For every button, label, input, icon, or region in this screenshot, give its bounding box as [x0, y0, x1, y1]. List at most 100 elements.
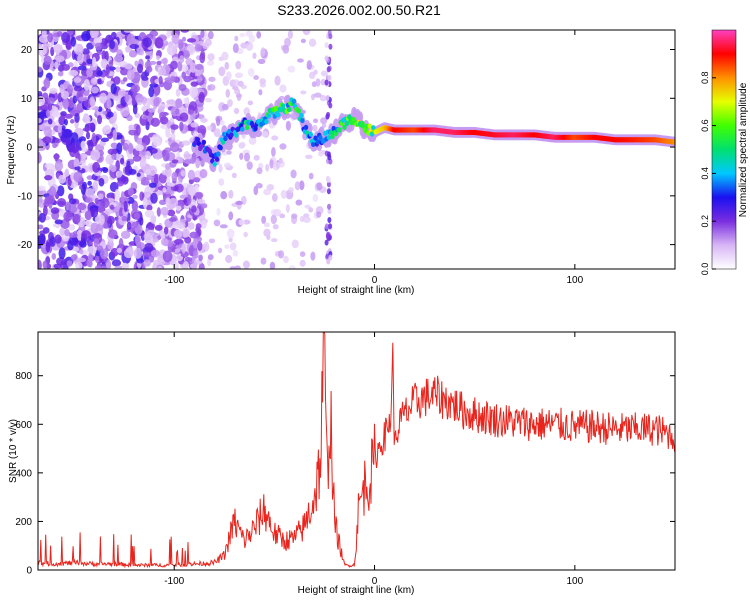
noise-blob — [56, 31, 63, 37]
noise-blob — [90, 77, 98, 85]
noise-blob — [175, 88, 181, 97]
ridge-cell — [300, 117, 305, 124]
noise-blob — [153, 97, 160, 107]
noise-blob — [187, 38, 197, 43]
noise-blob — [43, 55, 52, 66]
noise-blob — [50, 207, 60, 214]
noise-blob — [89, 30, 99, 39]
noise-blob — [194, 191, 204, 199]
noise-blob — [170, 75, 176, 82]
noise-blob — [109, 204, 115, 210]
noise-blob — [303, 216, 311, 223]
noise-blob — [324, 79, 329, 86]
noise-blob — [157, 265, 163, 269]
noise-blob — [131, 200, 139, 212]
noise-blob — [299, 259, 306, 267]
noise-blob — [232, 249, 239, 257]
noise-blob — [162, 150, 170, 162]
snr-series-line — [38, 332, 675, 569]
noise-blob — [61, 63, 70, 71]
noise-blob — [192, 238, 199, 249]
noise-blob — [38, 34, 49, 44]
noise-blob — [325, 95, 330, 102]
ridge-cell — [234, 132, 239, 138]
noise-blob — [183, 97, 189, 104]
noise-blob — [100, 137, 110, 143]
noise-blob — [328, 43, 333, 50]
noise-blob — [127, 187, 134, 196]
noise-blob — [218, 163, 223, 173]
noise-blob — [98, 205, 105, 214]
noise-blob — [326, 66, 331, 73]
noise-blob — [177, 60, 183, 72]
noise-blob — [170, 142, 180, 153]
noise-blob — [89, 96, 96, 107]
noise-blob — [183, 153, 194, 159]
noise-blob — [96, 70, 103, 77]
noise-blob — [325, 233, 330, 240]
noise-blob — [194, 43, 202, 52]
spectrogram-ytick-label: 0 — [26, 143, 32, 154]
noise-blob — [324, 239, 329, 246]
noise-blob — [235, 60, 242, 70]
noise-blob — [86, 122, 94, 129]
noise-blob — [81, 181, 88, 190]
noise-blob — [148, 112, 153, 119]
noise-blob — [64, 228, 70, 237]
noise-blob — [324, 223, 329, 230]
noise-blob — [198, 254, 203, 262]
spectrogram-xtick-label: -100 — [164, 275, 184, 286]
noise-blob — [53, 43, 63, 53]
noise-blob — [207, 30, 214, 40]
noise-blob — [272, 161, 280, 171]
noise-blob — [67, 30, 74, 36]
snr-xlabel: Height of straight line (km) — [298, 585, 415, 596]
noise-blob — [181, 243, 186, 254]
spectrogram-ytick-label: 10 — [21, 94, 33, 105]
noise-blob — [243, 231, 248, 238]
noise-blob — [300, 38, 306, 44]
noise-blob — [113, 55, 124, 63]
ridge-cell — [286, 106, 292, 113]
noise-blob — [178, 83, 187, 92]
noise-blob — [47, 97, 56, 104]
noise-blob — [239, 33, 246, 38]
noise-blob — [166, 176, 171, 186]
noise-blob — [168, 197, 179, 209]
noise-blob — [173, 229, 183, 239]
noise-blob — [282, 44, 290, 54]
ridge-cell — [244, 124, 250, 131]
noise-blob — [38, 66, 43, 73]
noise-blob — [63, 118, 68, 126]
noise-blob — [52, 106, 59, 118]
noise-blob — [145, 55, 151, 60]
noise-blob — [42, 260, 48, 269]
noise-blob — [38, 151, 41, 163]
noise-blob — [188, 257, 193, 263]
noise-blob — [74, 112, 80, 123]
noise-blob — [115, 66, 121, 73]
ridge-cell — [318, 135, 323, 141]
noise-blob — [124, 93, 130, 103]
noise-blob — [208, 76, 216, 82]
noise-blob — [326, 111, 331, 118]
noise-blob — [226, 150, 232, 155]
noise-blob — [253, 185, 259, 196]
noise-blob — [154, 224, 163, 231]
noise-blob — [179, 194, 187, 199]
noise-blob — [68, 202, 78, 214]
noise-blob — [152, 263, 158, 269]
noise-blob — [86, 245, 97, 256]
noise-blob — [128, 50, 137, 58]
noise-blob — [325, 253, 330, 260]
noise-blob — [109, 39, 116, 50]
noise-blob — [245, 41, 254, 51]
colorbar: 0.0 0.2 0.4 0.6 0.8 Normalized spectral ampl… — [700, 29, 749, 275]
noise-blob — [189, 231, 199, 239]
noise-blob — [65, 137, 71, 146]
noise-blob — [159, 116, 169, 125]
noise-blob — [166, 209, 176, 217]
noise-blob — [188, 186, 197, 197]
noise-blob — [327, 203, 332, 210]
spectrogram-frame — [37, 29, 676, 270]
